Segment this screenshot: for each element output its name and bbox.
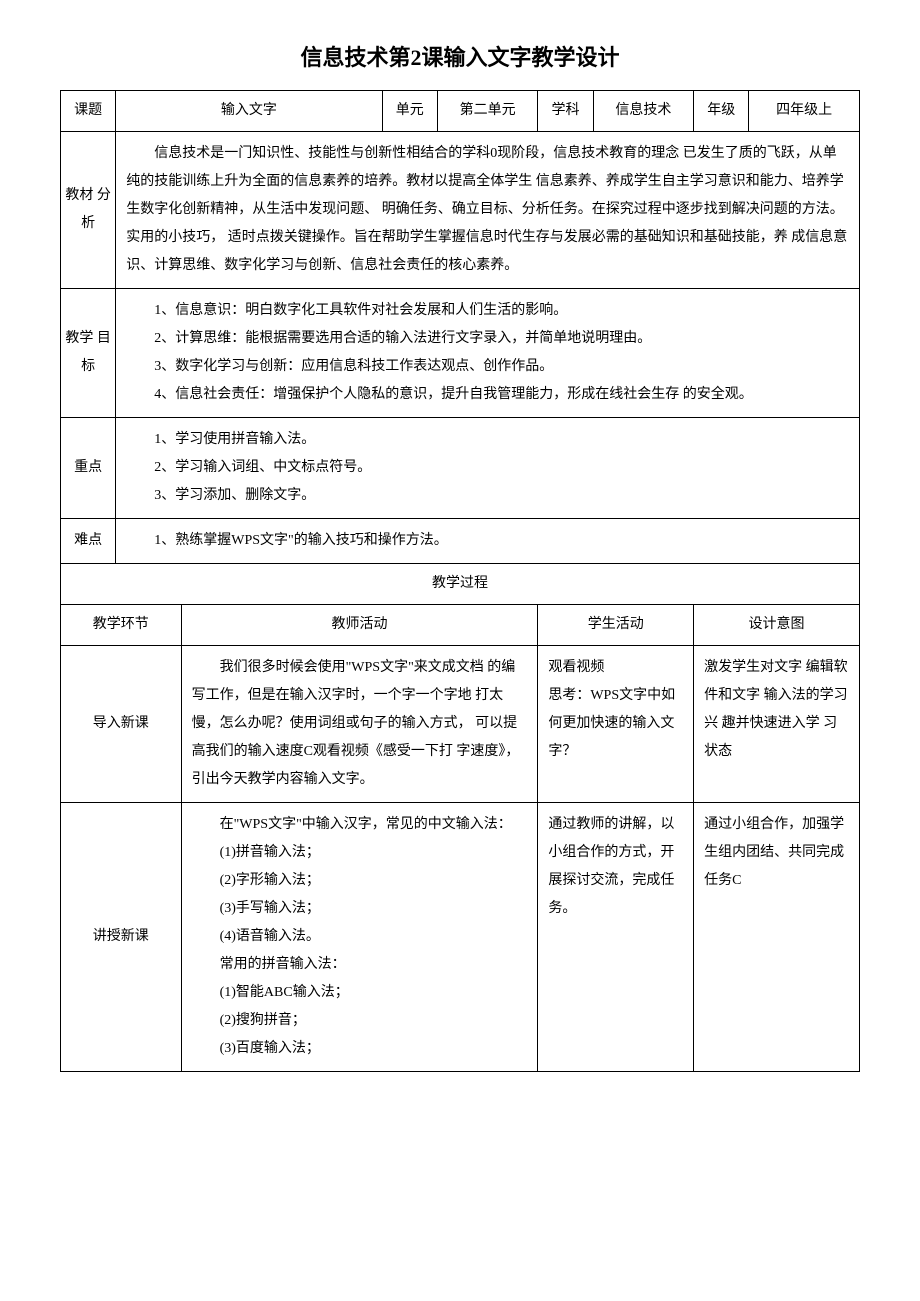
intro-intent-text: 激发学生对文字 编辑软件和文字 输入法的学习兴 趣并快速进入学 习状态 <box>704 654 849 766</box>
analysis-content: 信息技术是一门知识性、技能性与创新性相结合的学科0现阶段，信息技术教育的理念 已… <box>116 132 860 289</box>
subject-label: 学科 <box>538 91 593 132</box>
objective-2: 2、计算思维：能根据需要选用合适的输入法进行文字录入，并简单地说明理由。 <box>126 325 849 353</box>
teach-t2: (2)字形输入法； <box>192 867 528 895</box>
intro-row: 导入新课 我们很多时候会使用"WPS文字"来文成文档 的编写工作，但是在输入汉字… <box>61 646 860 803</box>
teach-intent-text: 通过小组合作，加强学生组内团结、共同完成任务C <box>704 811 849 895</box>
objective-3: 3、数字化学习与创新：应用信息科技工作表达观点、创作作品。 <box>126 353 849 381</box>
col-intent: 设计意图 <box>694 605 860 646</box>
grade-label: 年级 <box>694 91 749 132</box>
teach-t6: (2)搜狗拼音； <box>192 1007 528 1035</box>
teach-student-text: 通过教师的讲解，以小组合作的方式，开展探讨交流，完成任务。 <box>548 811 683 923</box>
objectives-content: 1、信息意识：明白数字化工具软件对社会发展和人们生活的影响。 2、计算思维：能根… <box>116 289 860 418</box>
teach-t3: (3)手写输入法； <box>192 895 528 923</box>
keypoint-2: 2、学习输入词组、中文标点符号。 <box>126 454 849 482</box>
keypoints-row: 重点 1、学习使用拼音输入法。 2、学习输入词组、中文标点符号。 3、学习添加、… <box>61 418 860 519</box>
lesson-plan-table: 课题 输入文字 单元 第二单元 学科 信息技术 年级 四年级上 教材 分析 信息… <box>60 90 860 1072</box>
process-header-row: 教学过程 <box>61 564 860 605</box>
subject-value: 信息技术 <box>593 91 693 132</box>
keypoints-content: 1、学习使用拼音输入法。 2、学习输入词组、中文标点符号。 3、学习添加、删除文… <box>116 418 860 519</box>
teach-teacher-intro: 在"WPS文字"中输入汉字，常见的中文输入法： <box>192 811 528 839</box>
intro-phase: 导入新课 <box>61 646 182 803</box>
teach-intent: 通过小组合作，加强学生组内团结、共同完成任务C <box>694 803 860 1072</box>
analysis-row: 教材 分析 信息技术是一门知识性、技能性与创新性相结合的学科0现阶段，信息技术教… <box>61 132 860 289</box>
page-title: 信息技术第2课输入文字教学设计 <box>60 40 860 72</box>
teach-phase: 讲授新课 <box>61 803 182 1072</box>
intro-teacher: 我们很多时候会使用"WPS文字"来文成文档 的编写工作，但是在输入汉字时，一个字… <box>181 646 538 803</box>
topic-label: 课题 <box>61 91 116 132</box>
unit-label: 单元 <box>382 91 437 132</box>
col-student: 学生活动 <box>538 605 694 646</box>
intro-student-2: 思考：WPS文字中如何更加快速的输入文字？ <box>548 682 683 766</box>
teach-t5: (1)智能ABC输入法； <box>192 979 528 1007</box>
teach-row: 讲授新课 在"WPS文字"中输入汉字，常见的中文输入法： (1)拼音输入法； (… <box>61 803 860 1072</box>
process-columns-row: 教学环节 教师活动 学生活动 设计意图 <box>61 605 860 646</box>
keypoint-3: 3、学习添加、删除文字。 <box>126 482 849 510</box>
keypoint-1: 1、学习使用拼音输入法。 <box>126 426 849 454</box>
teach-t4: (4)语音输入法。 <box>192 923 528 951</box>
teach-t7: (3)百度输入法； <box>192 1035 528 1063</box>
difficult-row: 难点 1、熟练掌握WPS文字"的输入技巧和操作方法。 <box>61 519 860 564</box>
analysis-label: 教材 分析 <box>61 132 116 289</box>
analysis-text: 信息技术是一门知识性、技能性与创新性相结合的学科0现阶段，信息技术教育的理念 已… <box>126 140 849 280</box>
grade-value: 四年级上 <box>749 91 860 132</box>
difficult-text: 1、熟练掌握WPS文字"的输入技巧和操作方法。 <box>126 527 849 555</box>
difficult-label: 难点 <box>61 519 116 564</box>
objective-1: 1、信息意识：明白数字化工具软件对社会发展和人们生活的影响。 <box>126 297 849 325</box>
objective-4: 4、信息社会责任：增强保护个人隐私的意识，提升自我管理能力，形成在线社会生存 的… <box>126 381 849 409</box>
keypoints-label: 重点 <box>61 418 116 519</box>
teach-student: 通过教师的讲解，以小组合作的方式，开展探讨交流，完成任务。 <box>538 803 694 1072</box>
intro-teacher-text: 我们很多时候会使用"WPS文字"来文成文档 的编写工作，但是在输入汉字时，一个字… <box>192 654 528 794</box>
objectives-row: 教学 目标 1、信息意识：明白数字化工具软件对社会发展和人们生活的影响。 2、计… <box>61 289 860 418</box>
teach-t1: (1)拼音输入法； <box>192 839 528 867</box>
topic-value: 输入文字 <box>116 91 382 132</box>
col-teacher: 教师活动 <box>181 605 538 646</box>
teach-tmid: 常用的拼音输入法： <box>192 951 528 979</box>
process-header: 教学过程 <box>61 564 860 605</box>
difficult-content: 1、熟练掌握WPS文字"的输入技巧和操作方法。 <box>116 519 860 564</box>
unit-value: 第二单元 <box>437 91 538 132</box>
teach-teacher: 在"WPS文字"中输入汉字，常见的中文输入法： (1)拼音输入法； (2)字形输… <box>181 803 538 1072</box>
header-row: 课题 输入文字 单元 第二单元 学科 信息技术 年级 四年级上 <box>61 91 860 132</box>
intro-intent: 激发学生对文字 编辑软件和文字 输入法的学习兴 趣并快速进入学 习状态 <box>694 646 860 803</box>
objectives-label: 教学 目标 <box>61 289 116 418</box>
intro-student-1: 观看视频 <box>548 654 683 682</box>
col-phase: 教学环节 <box>61 605 182 646</box>
intro-student: 观看视频 思考：WPS文字中如何更加快速的输入文字？ <box>538 646 694 803</box>
